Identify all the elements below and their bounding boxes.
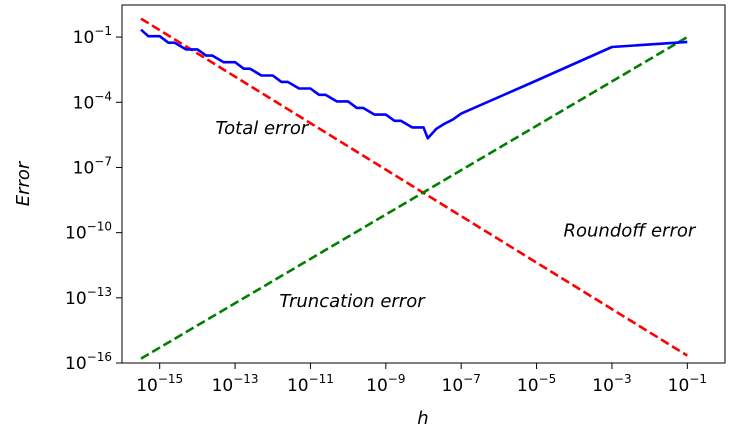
annotation-roundoff-error: Roundoff error: [564, 221, 697, 242]
y-tick-label: 10−16: [65, 350, 112, 374]
annotation-layer: Total error Roundoff error Truncation erro…: [215, 118, 696, 312]
x-tick-label: 10−9: [366, 372, 405, 396]
plot-background: [122, 5, 725, 363]
x-tick-label: 10−3: [592, 372, 631, 396]
x-tick-label: 10−11: [287, 372, 334, 396]
x-axis: 10−15 10−13 10−11 10−9 10−7 10−5 10−3 10−1: [136, 363, 707, 396]
annotation-total-error: Total error: [215, 118, 309, 139]
y-tick-label: 10−1: [73, 24, 112, 48]
x-axis-label: h: [417, 408, 428, 429]
x-tick-label: 10−15: [136, 372, 183, 396]
y-tick-label: 10−4: [73, 89, 112, 113]
x-tick-label: 10−7: [442, 372, 481, 396]
x-tick-label: 10−13: [212, 372, 259, 396]
x-tick-label: 10−1: [668, 372, 707, 396]
series-layer: [140, 17, 688, 360]
y-axis: 10−16 10−13 10−10 10−7 10−4 10−1: [65, 24, 122, 374]
plot-frame: [121, 4, 726, 364]
y-tick-label: 10−13: [65, 285, 112, 309]
series-line-total-error: [140, 28, 688, 140]
series-line-roundoff-error: [140, 17, 688, 357]
series-line-truncation-error: [140, 35, 688, 360]
y-tick-label: 10−7: [73, 154, 112, 178]
x-tick-label: 10−5: [517, 372, 556, 396]
annotation-truncation-error: Truncation error: [279, 291, 426, 312]
y-tick-label: 10−10: [65, 220, 112, 244]
y-axis-label: Error: [13, 160, 34, 206]
